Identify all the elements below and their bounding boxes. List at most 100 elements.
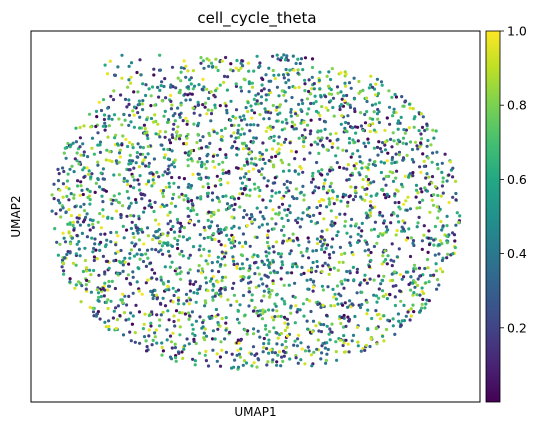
scatter-point: [286, 58, 290, 62]
scatter-point: [87, 172, 91, 176]
scatter-point: [137, 310, 142, 314]
scatter-point: [381, 214, 385, 218]
scatter-point: [381, 254, 385, 258]
scatter-point: [309, 92, 313, 96]
scatter-point: [114, 198, 118, 202]
scatter-point: [165, 328, 169, 332]
scatter-point: [62, 236, 66, 240]
scatter-point: [393, 332, 397, 336]
scatter-point: [170, 260, 174, 264]
scatter-point: [175, 242, 180, 246]
scatter-point: [177, 351, 181, 355]
scatter-point: [187, 317, 191, 321]
scatter-point: [222, 255, 227, 259]
scatter-point: [412, 269, 416, 273]
scatter-point: [207, 254, 211, 258]
scatter-point: [198, 157, 202, 161]
scatter-point: [353, 189, 357, 193]
scatter-point: [414, 267, 418, 271]
scatter-point: [50, 193, 54, 197]
scatter-point: [161, 296, 165, 300]
scatter-point: [324, 358, 328, 363]
scatter-point: [164, 185, 168, 189]
scatter-point: [275, 85, 279, 89]
scatter-point: [419, 170, 423, 174]
scatter-point: [401, 227, 405, 231]
scatter-point: [204, 145, 209, 149]
scatter-point: [282, 354, 286, 358]
scatter-point: [386, 228, 390, 232]
scatter-point: [293, 157, 297, 161]
scatter-point: [267, 117, 271, 121]
scatter-point: [315, 160, 319, 165]
scatter-point: [251, 309, 256, 313]
scatter-point: [377, 101, 381, 105]
scatter-point: [338, 107, 342, 112]
scatter-point: [281, 73, 286, 77]
scatter-point: [236, 166, 240, 170]
scatter-point: [242, 186, 247, 191]
scatter-point: [209, 112, 214, 116]
scatter-point: [340, 282, 344, 286]
scatter-point: [121, 292, 125, 296]
scatter-point: [261, 311, 265, 315]
scatter-point: [377, 287, 381, 291]
scatter-point: [121, 263, 125, 267]
scatter-point: [300, 98, 304, 102]
scatter-point: [255, 352, 259, 356]
scatter-point: [374, 102, 378, 106]
scatter-point: [324, 106, 328, 110]
scatter-point: [191, 327, 195, 331]
scatter-point: [359, 349, 363, 353]
scatter-point: [226, 298, 230, 302]
scatter-point: [53, 227, 57, 231]
scatter-point: [225, 88, 229, 92]
scatter-point: [256, 329, 260, 333]
scatter-point: [211, 348, 215, 352]
scatter-point: [454, 191, 458, 196]
scatter-point: [330, 322, 334, 326]
scatter-point: [255, 206, 259, 210]
scatter-point: [252, 136, 256, 140]
scatter-point: [321, 288, 325, 292]
scatter-point: [392, 107, 396, 111]
scatter-point: [339, 90, 343, 94]
scatter-point: [356, 139, 360, 143]
scatter-point: [424, 281, 428, 285]
scatter-point: [169, 99, 173, 103]
scatter-point: [353, 167, 358, 171]
scatter-point: [219, 227, 223, 231]
scatter-point: [302, 193, 306, 197]
scatter-point: [431, 203, 436, 207]
scatter-point: [130, 322, 134, 326]
scatter-point: [107, 158, 112, 163]
scatter-point: [342, 341, 346, 345]
scatter-point: [174, 289, 178, 294]
scatter-point: [102, 188, 106, 192]
scatter-point: [211, 282, 215, 286]
scatter-point: [279, 255, 283, 259]
scatter-point: [134, 198, 138, 202]
scatter-point: [90, 146, 94, 150]
scatter-point: [94, 248, 98, 252]
scatter-point: [204, 301, 208, 305]
scatter-point: [138, 58, 142, 62]
scatter-point: [287, 169, 291, 173]
scatter-point: [411, 174, 415, 178]
scatter-point: [344, 193, 348, 197]
scatter-point: [369, 211, 373, 215]
scatter-point: [395, 169, 399, 173]
scatter-point: [270, 217, 274, 221]
scatter-point: [258, 157, 262, 162]
scatter-point: [306, 213, 310, 217]
scatter-point: [384, 225, 389, 229]
scatter-point: [296, 71, 300, 75]
scatter-point: [339, 252, 344, 256]
scatter-point: [130, 220, 134, 224]
scatter-point: [454, 179, 458, 183]
scatter-point: [365, 242, 369, 246]
scatter-point: [200, 87, 204, 91]
scatter-point: [365, 99, 369, 104]
scatter-point: [176, 125, 180, 129]
scatter-point: [323, 250, 327, 254]
